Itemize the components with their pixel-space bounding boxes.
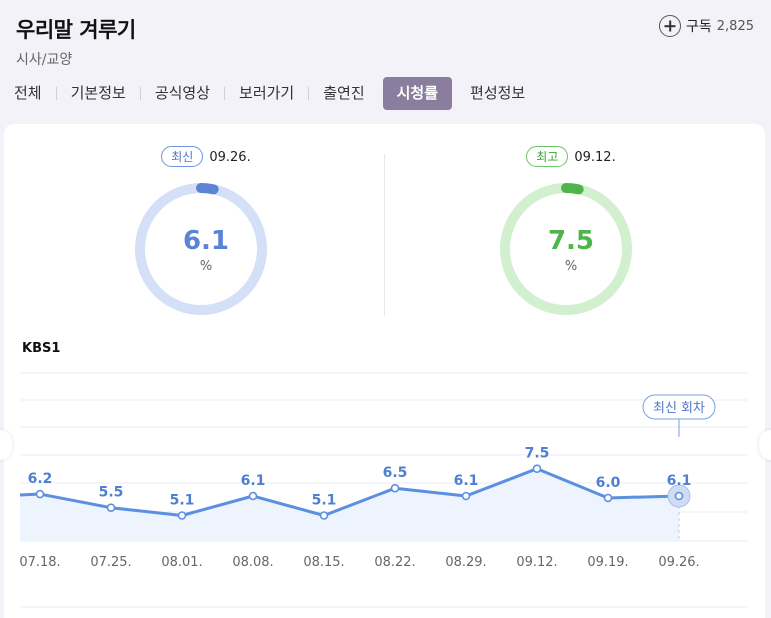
latest-callout-box xyxy=(642,394,716,420)
subscribe-button[interactable]: 구독 2,825 xyxy=(659,15,754,37)
data-label: 6.2 xyxy=(28,471,53,487)
data-label: 6.0 xyxy=(596,475,621,491)
data-point xyxy=(532,464,542,473)
program-title: 우리말 겨루기 xyxy=(16,18,136,42)
latest-rating-header: 최신 09.26. xyxy=(86,146,326,167)
data-point xyxy=(390,483,400,493)
data-label: 6.1 xyxy=(241,473,266,489)
best-badge: 최고 xyxy=(526,146,569,167)
latest-rating-unit: % xyxy=(199,259,213,274)
plus-circle-icon xyxy=(659,15,682,37)
data-label: 5.5 xyxy=(99,485,124,501)
ratings-card: 최신 09.26. 6.1 % 최고 09.12. 7.5 % KBS1 6.2 07… xyxy=(4,124,765,618)
x-tick-label: 08.22. xyxy=(374,555,415,570)
tab-bar: 전체 기본정보 공식영상 보러가기 출연진 시청률 편성정보 xyxy=(0,77,539,110)
data-point xyxy=(674,491,684,501)
best-rating-header: 최고 09.12. xyxy=(451,146,691,167)
data-label: 6.1 xyxy=(454,473,479,489)
best-rating: 최고 09.12. 7.5 % xyxy=(451,146,691,321)
best-date: 09.12. xyxy=(574,150,616,165)
tab-separator xyxy=(139,87,141,100)
data-point xyxy=(177,511,187,520)
x-tick-label: 08.15. xyxy=(303,555,344,570)
ratings-line-chart: 6.2 07.18. 5.5 07.25. 5.1 08.01. 6.1 08.08. 5.1 0… xyxy=(19,372,748,608)
stat-divider xyxy=(384,154,385,316)
x-tick-label: 08.01. xyxy=(161,555,202,570)
tab-watch[interactable]: 보러가기 xyxy=(239,84,295,102)
tab-cast[interactable]: 출연진 xyxy=(323,84,365,102)
tab-all[interactable]: 전체 xyxy=(14,84,42,102)
latest-rating-value: 6.1 xyxy=(182,226,230,256)
latest-callout-label: 최신 회차 xyxy=(653,401,705,416)
tab-basic-info[interactable]: 기본정보 xyxy=(70,84,126,102)
x-tick-label: 07.25. xyxy=(90,555,131,570)
tab-official-video[interactable]: 공식영상 xyxy=(154,84,211,102)
scroll-right-button[interactable] xyxy=(759,430,771,460)
scroll-left-button[interactable] xyxy=(0,430,12,460)
latest-rating-ring xyxy=(135,183,267,315)
chart-area-fill xyxy=(20,468,679,541)
data-point xyxy=(35,489,45,499)
tab-schedule[interactable]: 편성정보 xyxy=(470,84,526,102)
x-tick-label: 09.19. xyxy=(587,555,628,570)
data-point xyxy=(603,493,613,503)
best-rating-unit: % xyxy=(564,259,578,274)
subscribe-count: 2,825 xyxy=(716,18,754,34)
data-label: 6.1 xyxy=(667,473,692,489)
x-tick-label: 08.29. xyxy=(445,555,486,570)
data-point xyxy=(461,491,471,501)
tab-separator xyxy=(55,87,57,100)
data-label: 7.5 xyxy=(525,446,550,462)
x-tick-label: 09.26. xyxy=(658,555,699,570)
latest-rating: 최신 09.26. 6.1 % xyxy=(86,146,326,321)
x-tick-label: 08.08. xyxy=(232,555,273,570)
best-rating-value: 7.5 xyxy=(547,226,595,256)
best-rating-ring xyxy=(500,183,632,315)
data-label: 5.1 xyxy=(170,493,195,509)
tab-separator xyxy=(308,87,310,100)
channel-label: KBS1 xyxy=(22,341,61,356)
latest-badge: 최신 xyxy=(161,146,204,167)
tab-ratings[interactable]: 시청률 xyxy=(382,77,453,110)
x-tick-label: 07.18. xyxy=(20,555,61,570)
data-point xyxy=(319,511,329,520)
ratings-chart: 6.2 07.18. 5.5 07.25. 5.1 08.01. 6.1 08.08. 5.1 0… xyxy=(19,369,748,618)
x-tick-label: 09.12. xyxy=(516,555,557,570)
data-label: 6.5 xyxy=(383,465,408,481)
latest-date: 09.26. xyxy=(209,150,251,165)
data-point xyxy=(106,503,116,512)
data-point xyxy=(248,491,258,501)
subscribe-label: 구독 xyxy=(686,19,712,35)
tab-separator xyxy=(224,87,226,100)
program-genre: 시사/교양 xyxy=(16,52,73,68)
data-label: 5.1 xyxy=(312,493,337,509)
